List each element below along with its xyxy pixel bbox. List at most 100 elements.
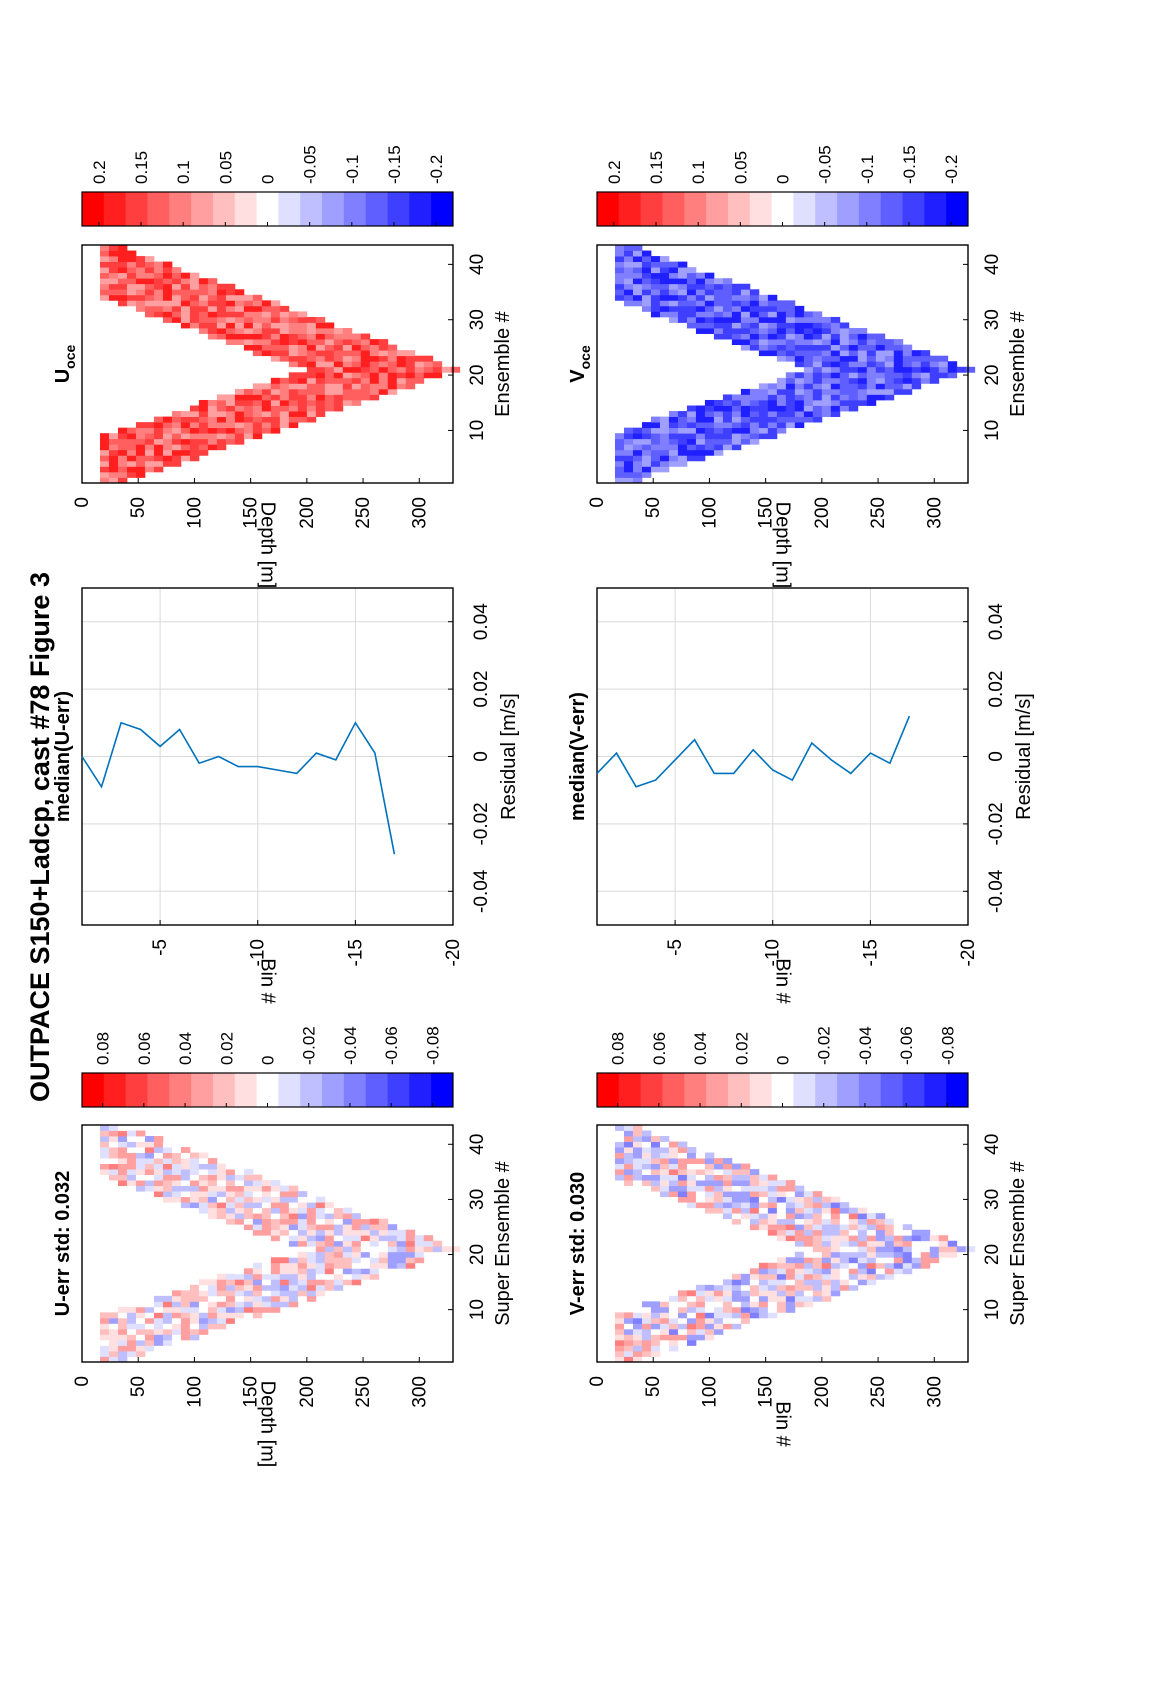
uoce-cell	[432, 372, 443, 379]
voce-cell	[659, 455, 670, 462]
verr-cell	[695, 1306, 706, 1313]
uoce-cell	[333, 377, 344, 384]
uerr-cell	[243, 1180, 254, 1187]
voce-cell	[857, 339, 868, 346]
uerr-cell	[279, 1301, 290, 1308]
voce-cell	[794, 305, 805, 312]
verr-cell	[740, 1169, 751, 1176]
vmedian-xtick-label: 0.04	[986, 603, 1007, 640]
uerr-cell	[108, 1125, 119, 1131]
verr-cell	[686, 1312, 697, 1319]
verr-colorbar-swatch	[727, 1073, 751, 1107]
uerr-cell	[432, 1251, 443, 1258]
verr-cell	[893, 1257, 904, 1264]
uerr-cell	[270, 1224, 281, 1231]
uoce-cell	[360, 388, 371, 395]
uerr-cell	[243, 1202, 254, 1209]
uerr-cell	[252, 1229, 263, 1236]
uoce-cell	[279, 411, 290, 417]
uoce-cell	[324, 344, 335, 351]
uerr-cell	[198, 1174, 209, 1181]
voce-cell	[920, 361, 931, 368]
verr-cell	[794, 1284, 805, 1291]
uoce-cell	[252, 311, 263, 318]
uerr-cell	[297, 1295, 308, 1302]
verr-cell	[623, 1147, 634, 1153]
voce-cell	[686, 416, 697, 423]
uoce-cell	[162, 272, 173, 279]
uoce-cell	[198, 322, 209, 329]
uerr-cell	[351, 1235, 362, 1242]
uerr-cell	[216, 1191, 227, 1198]
verr-cell	[641, 1158, 652, 1164]
voce-cell	[902, 366, 913, 373]
uerr-cell	[270, 1229, 281, 1236]
voce-cell	[632, 245, 643, 251]
uerr-cell	[180, 1306, 191, 1313]
uerr-cell	[252, 1202, 263, 1209]
uerr-cell	[252, 1301, 263, 1308]
uoce-cell	[306, 377, 317, 384]
verr-cell	[713, 1163, 724, 1170]
uoce-cell	[333, 405, 344, 412]
verr-cell	[614, 1163, 625, 1170]
uerr-cell	[333, 1213, 344, 1220]
verr-cell	[650, 1323, 661, 1330]
voce-cell	[749, 311, 760, 318]
uoce-cell	[360, 333, 371, 340]
uoce-cell	[153, 427, 164, 434]
uoce-cell	[324, 388, 335, 395]
verr-cell	[740, 1284, 751, 1291]
verr-cell	[623, 1180, 634, 1187]
verr-cell	[758, 1180, 769, 1187]
uerr-cell	[144, 1169, 155, 1176]
uoce-cell	[189, 294, 200, 301]
voce-colorbar-label: -0.05	[816, 145, 835, 184]
voce-cell	[641, 455, 652, 462]
uoce-cell	[333, 328, 344, 334]
verr-cell	[794, 1257, 805, 1264]
verr-cell	[632, 1125, 643, 1131]
uerr-cell	[333, 1229, 344, 1236]
voce-colorbar-swatch	[924, 192, 947, 226]
uerr-cell	[297, 1191, 308, 1198]
uerr-cell	[396, 1246, 407, 1253]
verr-cell	[614, 1125, 625, 1131]
voce-cell	[776, 422, 787, 429]
uerr-cell	[252, 1213, 263, 1220]
verr-colorbar-swatch	[640, 1073, 663, 1107]
uoce-cell	[180, 272, 191, 279]
uerr-cell	[315, 1262, 326, 1269]
voce-cell	[911, 383, 922, 390]
uerr-cell	[369, 1224, 380, 1231]
uerr-cell	[99, 1163, 110, 1170]
uerr-cell	[162, 1169, 173, 1176]
uoce-cell	[144, 305, 155, 312]
uoce-cell	[189, 311, 200, 318]
uerr-cell	[297, 1240, 308, 1247]
uoce-cell	[126, 466, 137, 473]
uoce-colorbar-swatch	[431, 192, 454, 226]
uoce-cell	[162, 300, 173, 307]
uoce-cell	[171, 422, 182, 429]
voce-cell	[929, 361, 940, 368]
uerr-cell	[297, 1207, 308, 1214]
uerr-cell	[207, 1284, 218, 1291]
verr-cell	[821, 1246, 832, 1253]
uerr-cell	[297, 1268, 308, 1275]
uoce-cell	[360, 383, 371, 390]
uoce-cell	[342, 399, 353, 406]
uerr-cell	[198, 1202, 209, 1209]
verr-cell	[803, 1196, 814, 1203]
verr-title: V-err std: 0.030	[567, 1172, 589, 1315]
uoce-cell	[153, 272, 164, 279]
verr-cell	[848, 1273, 859, 1280]
uoce-cell	[108, 477, 119, 484]
uerr-cell	[315, 1196, 326, 1203]
uerr-cell	[243, 1284, 254, 1291]
uoce-cell	[108, 261, 119, 268]
uerr-cell	[126, 1350, 137, 1357]
voce-cell	[839, 328, 850, 334]
uoce-cell	[405, 350, 416, 357]
voce-cell	[614, 267, 625, 274]
